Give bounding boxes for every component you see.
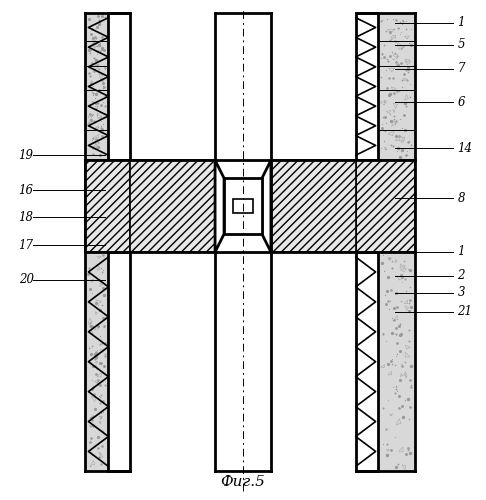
Bar	[215, 12, 271, 471]
Bar	[224, 178, 262, 234]
Bar	[108, 12, 130, 160]
Bar	[215, 160, 271, 252]
Bar	[378, 12, 415, 160]
Text: 21: 21	[457, 306, 472, 318]
Text: 1: 1	[457, 16, 465, 29]
Bar	[86, 160, 130, 252]
Bar	[356, 12, 378, 160]
Bar	[356, 160, 415, 252]
Text: 19: 19	[18, 149, 34, 162]
Text: 3: 3	[457, 286, 465, 300]
Text: 20: 20	[18, 274, 34, 286]
Bar	[86, 252, 108, 472]
Polygon shape	[262, 160, 271, 252]
Text: 1: 1	[457, 246, 465, 258]
Bar	[86, 12, 108, 160]
Text: 5: 5	[457, 38, 465, 51]
Text: 2: 2	[457, 270, 465, 282]
Text: Фиг.5: Фиг.5	[221, 476, 265, 490]
Text: 8: 8	[457, 192, 465, 204]
Bar	[108, 252, 130, 472]
Text: 7: 7	[457, 62, 465, 75]
Bar	[378, 252, 415, 472]
Bar	[130, 160, 215, 252]
Bar	[356, 252, 378, 472]
Text: 18: 18	[18, 210, 34, 224]
Bar	[271, 160, 356, 252]
Text: 17: 17	[18, 238, 34, 252]
Text: 16: 16	[18, 184, 34, 196]
Text: 6: 6	[457, 96, 465, 109]
Text: 14: 14	[457, 142, 472, 155]
Polygon shape	[215, 160, 224, 252]
Bar	[233, 199, 253, 213]
